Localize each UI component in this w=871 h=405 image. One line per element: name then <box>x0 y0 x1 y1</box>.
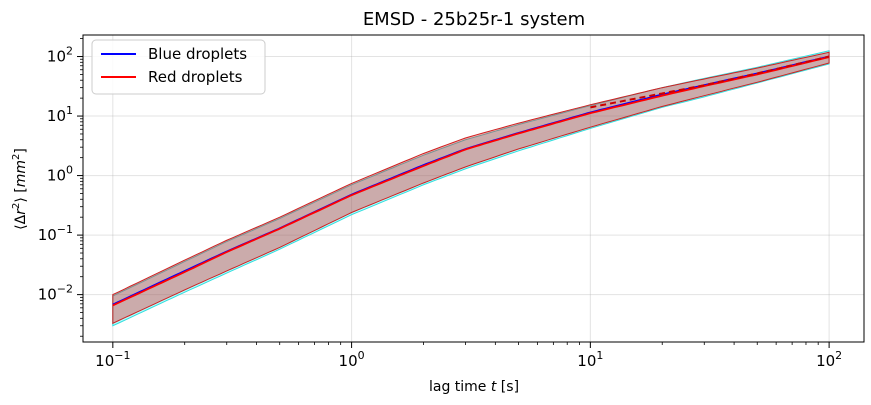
x-axis-label: lag time t [s] <box>429 379 519 395</box>
y-tick-label-2: 100 <box>47 164 73 185</box>
x-tick-label-0: 10−1 <box>95 349 130 370</box>
series-lines <box>112 55 830 307</box>
error-band-red <box>112 51 830 325</box>
y-tick-label-1: 10−1 <box>38 223 73 244</box>
error-bands <box>112 50 830 327</box>
y-tick-label-4: 102 <box>47 45 73 66</box>
legend-label-blue: Blue droplets <box>148 45 247 63</box>
y-axis-label: ⟨Δr2⟩ [mm2] <box>11 148 29 230</box>
fit-line-dashed <box>590 55 830 109</box>
legend-label-red: Red droplets <box>148 68 243 86</box>
x-tick-label-1: 100 <box>339 349 365 370</box>
x-axis-ticks: 10−1 100 101 102 <box>95 342 842 370</box>
error-band-blue <box>112 50 830 327</box>
y-axis-ticks: 10−2 10−1 100 101 102 <box>38 38 83 337</box>
x-tick-label-2: 101 <box>577 349 603 370</box>
chart-title: EMSD - 25b25r-1 system <box>363 9 585 30</box>
x-tick-label-3: 102 <box>816 349 842 370</box>
y-tick-label-3: 101 <box>47 104 73 125</box>
y-tick-label-0: 10−2 <box>38 283 73 304</box>
legend: Blue droplets Red droplets <box>91 39 266 95</box>
